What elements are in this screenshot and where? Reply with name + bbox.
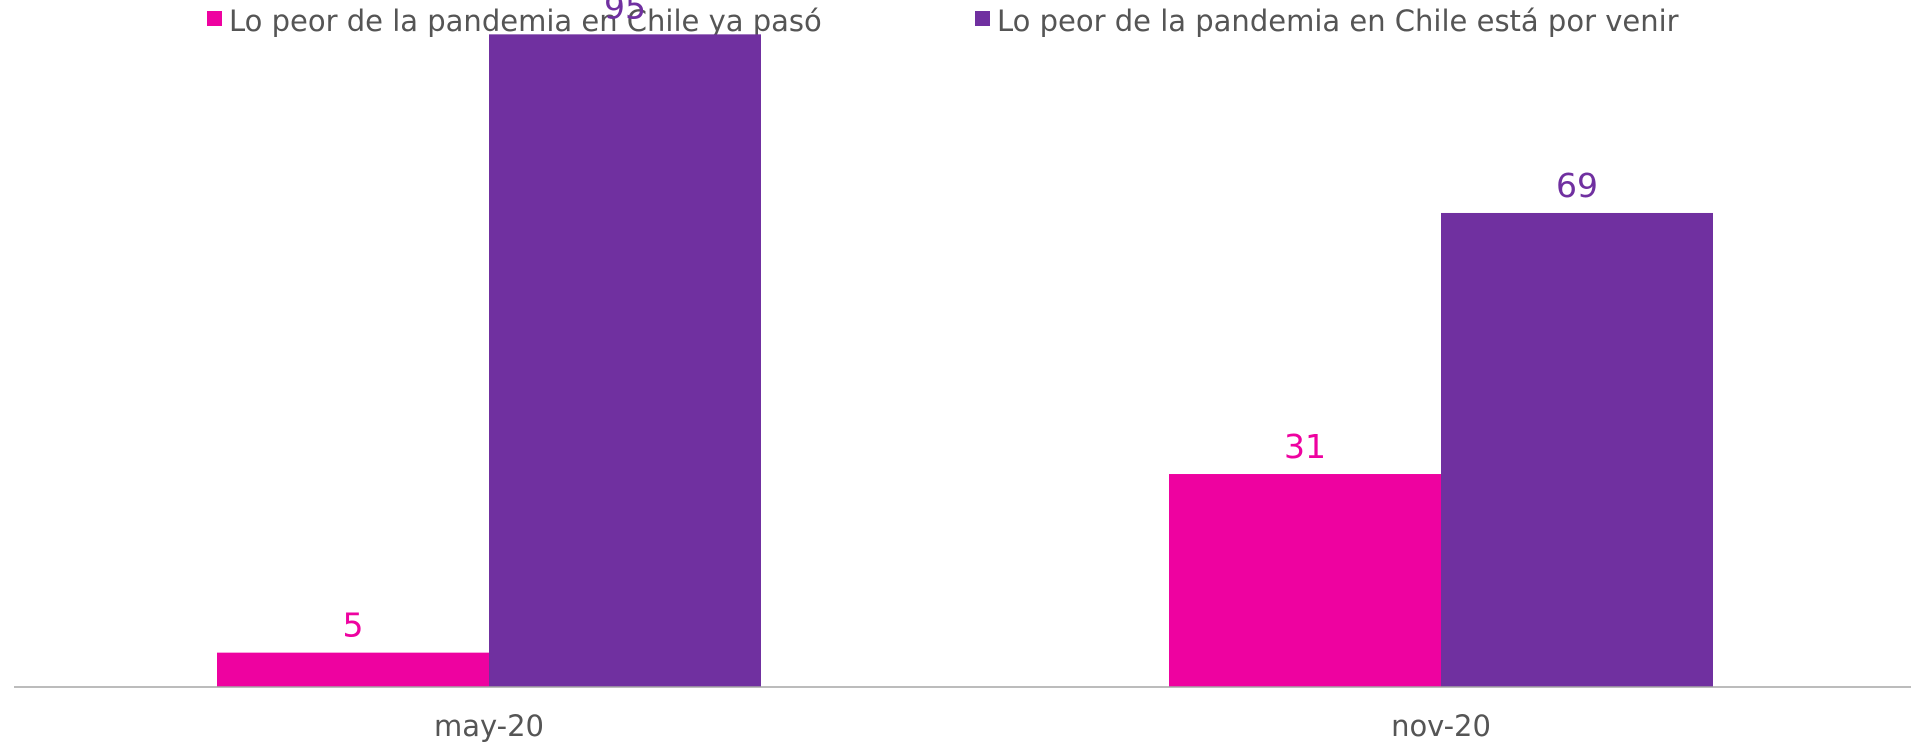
legend-swatch-ya-paso bbox=[207, 11, 222, 26]
bar-may-20-series-0 bbox=[217, 652, 489, 687]
legend: Lo peor de la pandemia en Chile ya pasó … bbox=[207, 4, 1679, 38]
bars bbox=[217, 34, 1713, 688]
bar-nov-20-series-0 bbox=[1169, 474, 1441, 687]
bar-may-20-series-1 bbox=[489, 34, 761, 688]
x-axis-labels: may-20 nov-20 bbox=[434, 709, 1491, 743]
data-label-nov-20-series-0: 31 bbox=[1284, 427, 1326, 466]
data-label-may-20-series-0: 5 bbox=[343, 606, 364, 645]
data-label-nov-20-series-1: 69 bbox=[1556, 166, 1598, 205]
x-tick-label-may-20: may-20 bbox=[434, 709, 544, 743]
legend-swatch-por-venir bbox=[975, 11, 990, 26]
legend-entry-por-venir: Lo peor de la pandemia en Chile está por… bbox=[975, 4, 1679, 38]
data-labels: 5 95 31 69 bbox=[343, 0, 1599, 645]
legend-label-ya-paso: Lo peor de la pandemia en Chile ya pasó bbox=[229, 4, 822, 38]
x-tick-label-nov-20: nov-20 bbox=[1391, 709, 1491, 743]
legend-entry-ya-paso: Lo peor de la pandemia en Chile ya pasó bbox=[207, 4, 822, 38]
bar-nov-20-series-1 bbox=[1441, 212, 1713, 687]
legend-label-por-venir: Lo peor de la pandemia en Chile está por… bbox=[997, 4, 1679, 38]
data-label-may-20-series-1: 95 bbox=[604, 0, 646, 26]
